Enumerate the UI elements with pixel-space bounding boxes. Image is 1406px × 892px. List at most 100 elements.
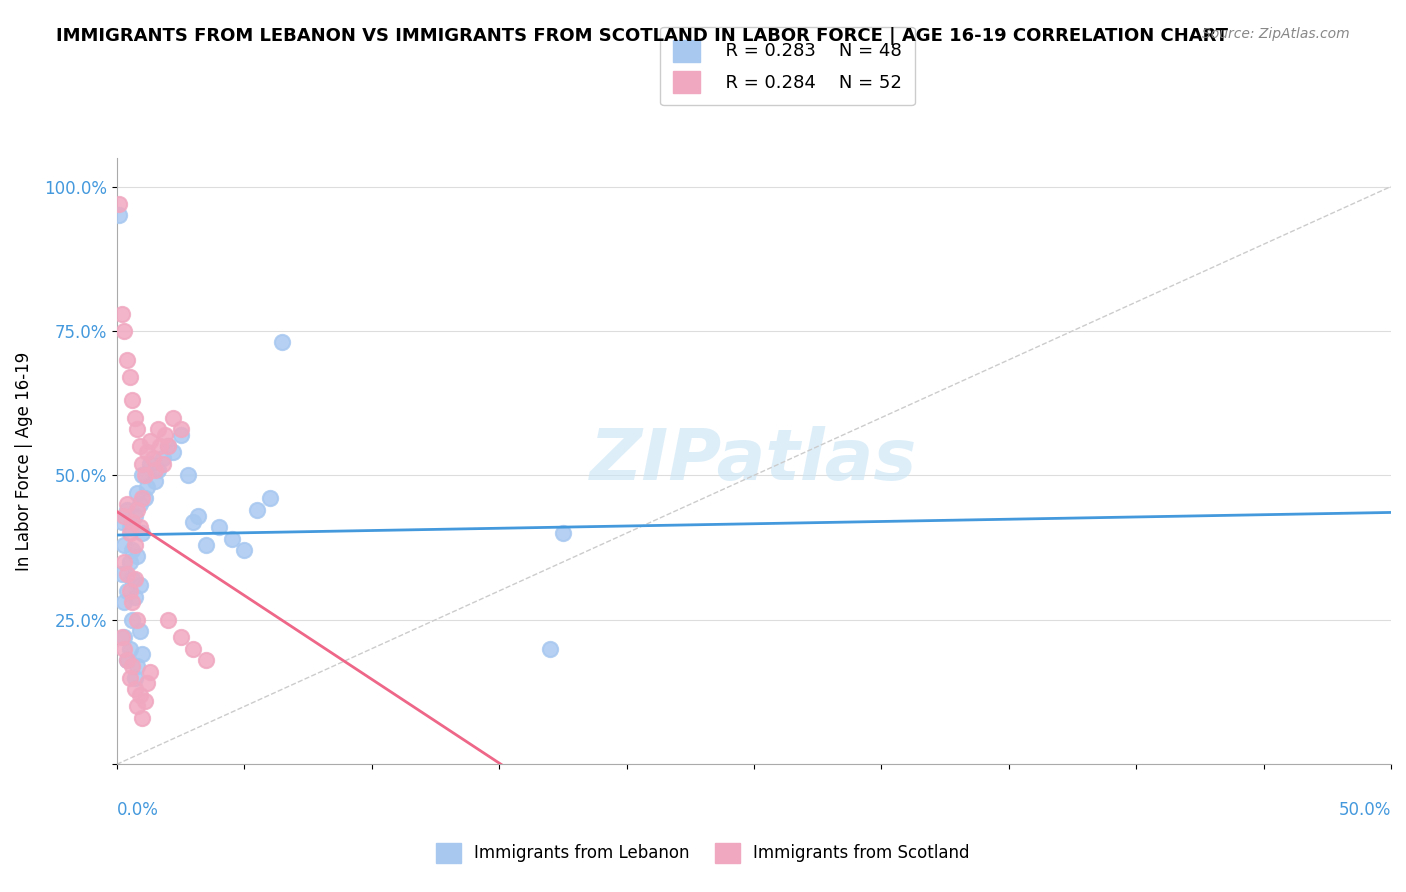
Point <box>169 630 191 644</box>
Point <box>118 370 141 384</box>
Point <box>121 393 143 408</box>
Point <box>156 613 179 627</box>
Point <box>134 694 156 708</box>
Point <box>139 457 162 471</box>
Point <box>538 641 561 656</box>
Point <box>131 468 153 483</box>
Point <box>551 526 574 541</box>
Point <box>115 653 138 667</box>
Point <box>177 468 200 483</box>
Legend: Immigrants from Lebanon, Immigrants from Scotland: Immigrants from Lebanon, Immigrants from… <box>425 831 981 875</box>
Point <box>128 497 150 511</box>
Point <box>115 503 138 517</box>
Point <box>156 440 179 454</box>
Point <box>124 671 146 685</box>
Point <box>118 555 141 569</box>
Point <box>108 208 131 222</box>
Point <box>271 335 294 350</box>
Point <box>114 538 136 552</box>
Point <box>169 428 191 442</box>
Point <box>259 491 281 506</box>
Point <box>124 682 146 697</box>
Point <box>181 641 204 656</box>
Point <box>195 538 218 552</box>
Point <box>121 595 143 609</box>
Point <box>128 440 150 454</box>
Point <box>114 508 136 523</box>
Point <box>155 428 177 442</box>
Point <box>131 457 153 471</box>
Point <box>121 613 143 627</box>
Point <box>162 410 184 425</box>
Point <box>108 197 131 211</box>
Point <box>127 659 149 673</box>
Point <box>124 538 146 552</box>
Point <box>128 578 150 592</box>
Point <box>114 641 136 656</box>
Point <box>208 520 231 534</box>
Point <box>127 699 149 714</box>
Point <box>131 711 153 725</box>
Legend:   R = 0.283    N = 48,   R = 0.284    N = 52: R = 0.283 N = 48, R = 0.284 N = 52 <box>659 27 915 105</box>
Point <box>124 590 146 604</box>
Point <box>141 451 163 466</box>
Text: 50.0%: 50.0% <box>1339 801 1391 819</box>
Point <box>115 566 138 581</box>
Point <box>118 671 141 685</box>
Point <box>118 526 141 541</box>
Point <box>111 515 134 529</box>
Point <box>152 457 174 471</box>
Point <box>115 352 138 367</box>
Point <box>118 641 141 656</box>
Point <box>115 497 138 511</box>
Text: IMMIGRANTS FROM LEBANON VS IMMIGRANTS FROM SCOTLAND IN LABOR FORCE | AGE 16-19 C: IMMIGRANTS FROM LEBANON VS IMMIGRANTS FR… <box>56 27 1229 45</box>
Text: ZIPatlas: ZIPatlas <box>591 426 918 495</box>
Point <box>121 543 143 558</box>
Point <box>131 648 153 662</box>
Point <box>114 324 136 338</box>
Point <box>124 573 146 587</box>
Point <box>127 422 149 436</box>
Point <box>156 440 179 454</box>
Point <box>195 653 218 667</box>
Point <box>115 653 138 667</box>
Point <box>118 583 141 598</box>
Point <box>121 659 143 673</box>
Point <box>169 422 191 436</box>
Point <box>233 543 256 558</box>
Point <box>146 462 169 476</box>
Point <box>134 491 156 506</box>
Point <box>131 526 153 541</box>
Point <box>127 503 149 517</box>
Point <box>162 445 184 459</box>
Point <box>136 445 159 459</box>
Point <box>121 515 143 529</box>
Point <box>114 555 136 569</box>
Point <box>111 630 134 644</box>
Point <box>143 474 166 488</box>
Point <box>128 520 150 534</box>
Point <box>139 665 162 679</box>
Point <box>136 676 159 690</box>
Point <box>187 508 209 523</box>
Point <box>124 410 146 425</box>
Point <box>127 485 149 500</box>
Point <box>127 549 149 564</box>
Point <box>221 532 243 546</box>
Point <box>127 613 149 627</box>
Point <box>114 595 136 609</box>
Y-axis label: In Labor Force | Age 16-19: In Labor Force | Age 16-19 <box>15 351 32 571</box>
Point <box>131 491 153 506</box>
Point <box>136 480 159 494</box>
Point <box>246 503 269 517</box>
Point <box>143 462 166 476</box>
Point <box>111 566 134 581</box>
Text: 0.0%: 0.0% <box>117 801 159 819</box>
Point <box>118 520 141 534</box>
Point <box>152 451 174 466</box>
Text: Source: ZipAtlas.com: Source: ZipAtlas.com <box>1202 27 1350 41</box>
Point <box>128 624 150 639</box>
Point <box>115 583 138 598</box>
Point <box>128 688 150 702</box>
Point <box>149 440 172 454</box>
